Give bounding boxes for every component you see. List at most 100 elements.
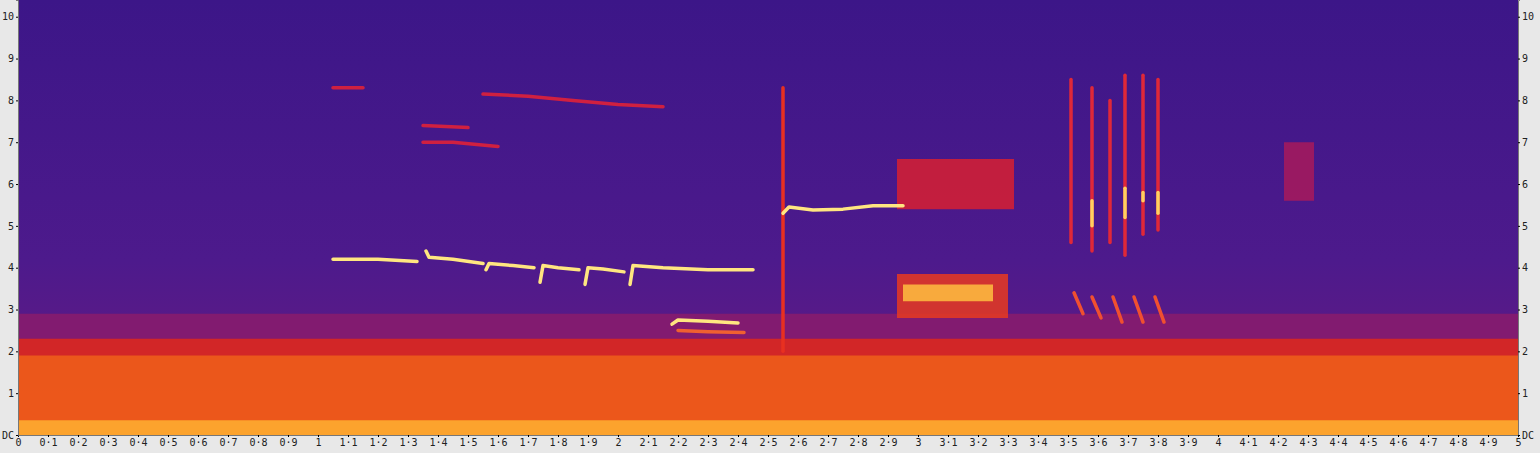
tick-label: 4·7 bbox=[1419, 437, 1437, 448]
tick-label: 9 bbox=[8, 53, 14, 64]
tick-label: 4 bbox=[1215, 437, 1221, 448]
tick-label: 9 bbox=[1522, 53, 1528, 64]
tick: 1·5 bbox=[459, 435, 477, 448]
tick: 4·7 bbox=[1419, 435, 1437, 448]
tick-label: 7 bbox=[1522, 137, 1528, 148]
tick: 2·7 bbox=[819, 435, 837, 448]
tick-label: 3·3 bbox=[999, 437, 1017, 448]
tick: 4·5 bbox=[1359, 435, 1377, 448]
tick: 3 bbox=[8, 304, 18, 315]
tick: 2·5 bbox=[759, 435, 777, 448]
tick-mark bbox=[1518, 310, 1520, 311]
chart: 00·10·20·30·40·50·60·70·80·911·11·21·31·… bbox=[0, 0, 1540, 453]
tick-label: 0 bbox=[15, 437, 21, 448]
tick-label: DC bbox=[1522, 430, 1534, 441]
tick-label: 1·4 bbox=[429, 437, 447, 448]
tick: 4·2 bbox=[1269, 435, 1287, 448]
axis-line bbox=[1519, 1, 1521, 436]
trace bbox=[1123, 188, 1127, 217]
tick-label: 8 bbox=[1522, 95, 1528, 106]
tick-mark bbox=[16, 435, 18, 436]
energy-band bbox=[18, 339, 1518, 435]
tick-label: 2·4 bbox=[729, 437, 747, 448]
tick-label: 2 bbox=[615, 437, 621, 448]
tick: 8 bbox=[1518, 95, 1528, 106]
tick: 3·5 bbox=[1059, 435, 1077, 448]
tick: 1 bbox=[1518, 388, 1528, 399]
tick: 3·9 bbox=[1179, 435, 1197, 448]
tick-label: 4·4 bbox=[1329, 437, 1347, 448]
tick-label: 3·6 bbox=[1089, 437, 1107, 448]
tick: 9 bbox=[8, 53, 18, 64]
tick-label: DC bbox=[2, 430, 14, 441]
x-axis: 00·10·20·30·40·50·60·70·80·911·11·21·31·… bbox=[15, 435, 1521, 448]
tick-label: 1·8 bbox=[549, 437, 567, 448]
energy-band bbox=[897, 159, 1014, 209]
tick: 0·5 bbox=[159, 435, 177, 448]
tick-label: 1·9 bbox=[579, 437, 597, 448]
tick-label: 4·1 bbox=[1239, 437, 1257, 448]
energy-band bbox=[18, 314, 1518, 435]
tick: 1·7 bbox=[519, 435, 537, 448]
tick: 0·4 bbox=[129, 435, 147, 448]
trace bbox=[1156, 192, 1160, 213]
trace bbox=[630, 266, 753, 285]
plot-background bbox=[18, 0, 1518, 435]
tick-label: 5 bbox=[8, 221, 14, 232]
tick: 2·2 bbox=[669, 435, 687, 448]
tick-mark bbox=[1518, 393, 1520, 394]
trace bbox=[1069, 79, 1073, 242]
tick-label: 2·6 bbox=[789, 437, 807, 448]
y2-axis: DC12345678910 bbox=[1518, 1, 1534, 441]
tick: 5 bbox=[8, 221, 18, 232]
tick: 3·8 bbox=[1149, 435, 1167, 448]
tick: 0·6 bbox=[189, 435, 207, 448]
tick-label: 2·9 bbox=[879, 437, 897, 448]
tick-mark bbox=[1518, 17, 1520, 18]
tick: 0·8 bbox=[249, 435, 267, 448]
tick: 1·8 bbox=[549, 435, 567, 448]
tick-label: 4·5 bbox=[1359, 437, 1377, 448]
tick: 2·4 bbox=[729, 435, 747, 448]
tick: 1·4 bbox=[429, 435, 447, 448]
trace bbox=[1108, 100, 1112, 242]
tick-label: 4·2 bbox=[1269, 437, 1287, 448]
tick-label: 2·1 bbox=[639, 437, 657, 448]
trace bbox=[1156, 79, 1160, 230]
tick-mark bbox=[16, 393, 18, 394]
trace bbox=[1155, 297, 1164, 322]
tick: 4·3 bbox=[1299, 435, 1317, 448]
energy-band bbox=[897, 274, 1008, 318]
tick-mark bbox=[1518, 351, 1520, 352]
trace bbox=[426, 251, 483, 264]
trace bbox=[1113, 297, 1122, 322]
tick-mark bbox=[1518, 59, 1520, 60]
tick-label: 5 bbox=[1515, 437, 1521, 448]
tick: DC bbox=[1518, 430, 1534, 441]
tick-mark bbox=[1518, 100, 1520, 101]
tick: 2 bbox=[1518, 346, 1528, 357]
trace bbox=[1090, 88, 1094, 251]
tick-label: 6 bbox=[8, 179, 14, 190]
tick-mark bbox=[16, 351, 18, 352]
tick: 4·4 bbox=[1329, 435, 1347, 448]
tick: 10 bbox=[2, 11, 18, 22]
tick-label: 2·3 bbox=[699, 437, 717, 448]
trace bbox=[483, 94, 663, 107]
tick: 1·6 bbox=[489, 435, 507, 448]
trace bbox=[423, 142, 498, 146]
trace bbox=[333, 86, 363, 90]
tick: 3·1 bbox=[939, 435, 957, 448]
energy-band bbox=[1284, 142, 1314, 201]
tick-label: 1 bbox=[315, 437, 321, 448]
tick: 4 bbox=[8, 262, 18, 273]
tick-label: 8 bbox=[8, 95, 14, 106]
trace bbox=[333, 259, 417, 261]
tick-label: 1·6 bbox=[489, 437, 507, 448]
trace bbox=[1074, 293, 1083, 314]
tick: 0·3 bbox=[99, 435, 117, 448]
tick: 7 bbox=[8, 137, 18, 148]
tick: 2·8 bbox=[849, 435, 867, 448]
tick-mark bbox=[1518, 435, 1520, 436]
tick: 3 bbox=[1518, 304, 1528, 315]
